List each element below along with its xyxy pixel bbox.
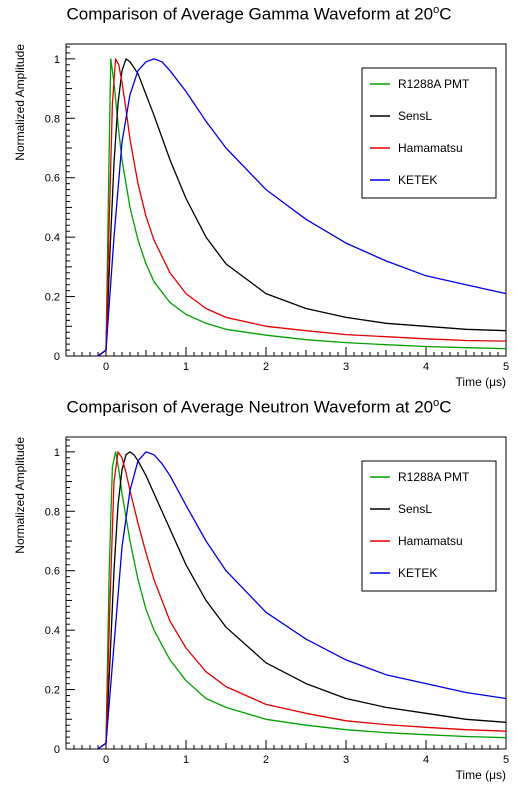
series-line-r1288a-pmt bbox=[97, 451, 507, 750]
plot-frame bbox=[65, 436, 507, 750]
y-axis-label: Normalized Amplitude bbox=[13, 437, 27, 554]
gamma-waveform-panel: Comparison of Average Gamma Waveform at … bbox=[0, 0, 518, 392]
y-axis-label: Normalized Amplitude bbox=[13, 44, 27, 161]
x-axis-label: Time (μs) bbox=[456, 375, 506, 389]
plot-frame bbox=[65, 43, 507, 357]
series-line-r1288a-pmt bbox=[97, 58, 507, 357]
legend-box bbox=[361, 67, 497, 199]
x-axis-label: Time (μs) bbox=[456, 768, 506, 782]
y-tick-label: 0 bbox=[54, 351, 60, 363]
legend-entry: R1288A PMT bbox=[398, 77, 470, 91]
neutron-waveform-chart: 0 1 2 3 4 5 0 0.2 0.4 0.6 0.8 1 Time (μs) Normalized … bbox=[13, 436, 509, 782]
gamma-waveform-chart: 0 1 2 3 4 5 0 0.2 0.4 0.6 0.8 1 Time (μs) Normalized … bbox=[13, 43, 509, 389]
x-tick-label: 1 bbox=[183, 361, 189, 373]
y-tick-label: 0.6 bbox=[45, 566, 60, 578]
y-tick-label: 1 bbox=[54, 447, 60, 459]
y-tick-label: 0.6 bbox=[45, 173, 60, 185]
x-tick-label: 0 bbox=[103, 754, 109, 766]
x-tick-label: 1 bbox=[183, 754, 189, 766]
legend-entry: R1288A PMT bbox=[398, 470, 470, 484]
x-tick-label: 3 bbox=[343, 754, 349, 766]
y-tick-label: 0.8 bbox=[45, 506, 60, 518]
x-tick-label: 5 bbox=[503, 754, 509, 766]
x-tick-label: 0 bbox=[103, 361, 109, 373]
neutron-waveform-panel: Comparison of Average Neutron Waveform a… bbox=[0, 393, 518, 785]
series-line-hamamatsu bbox=[97, 451, 507, 750]
legend-entry: SensL bbox=[398, 109, 432, 123]
legend-entry: Hamamatsu bbox=[398, 141, 463, 155]
x-tick-label: 3 bbox=[343, 361, 349, 373]
series-line-ketek bbox=[97, 451, 507, 750]
chart-title: Comparison of Average Gamma Waveform at … bbox=[66, 4, 452, 24]
x-tick-label: 5 bbox=[503, 361, 509, 373]
y-tick-label: 0 bbox=[54, 744, 60, 756]
y-tick-label: 0.2 bbox=[45, 292, 60, 304]
series-line-ketek bbox=[97, 58, 507, 357]
y-tick-label: 1 bbox=[54, 54, 60, 66]
series-line-hamamatsu bbox=[97, 58, 507, 357]
x-tick-label: 4 bbox=[423, 361, 429, 373]
y-tick-label: 0.4 bbox=[45, 625, 60, 637]
legend-box bbox=[361, 460, 497, 592]
series-line-sensl bbox=[97, 58, 507, 357]
x-tick-label: 2 bbox=[263, 361, 269, 373]
y-tick-label: 0.4 bbox=[45, 232, 60, 244]
legend-entry: KETEK bbox=[398, 566, 437, 580]
y-tick-label: 0.8 bbox=[45, 113, 60, 125]
y-tick-label: 0.2 bbox=[45, 685, 60, 697]
chart-title: Comparison of Average Neutron Waveform a… bbox=[66, 397, 452, 417]
legend-entry: SensL bbox=[398, 502, 432, 516]
legend-entry: Hamamatsu bbox=[398, 534, 463, 548]
x-tick-label: 4 bbox=[423, 754, 429, 766]
x-tick-label: 2 bbox=[263, 754, 269, 766]
legend-entry: KETEK bbox=[398, 173, 437, 187]
series-line-sensl bbox=[97, 451, 507, 750]
